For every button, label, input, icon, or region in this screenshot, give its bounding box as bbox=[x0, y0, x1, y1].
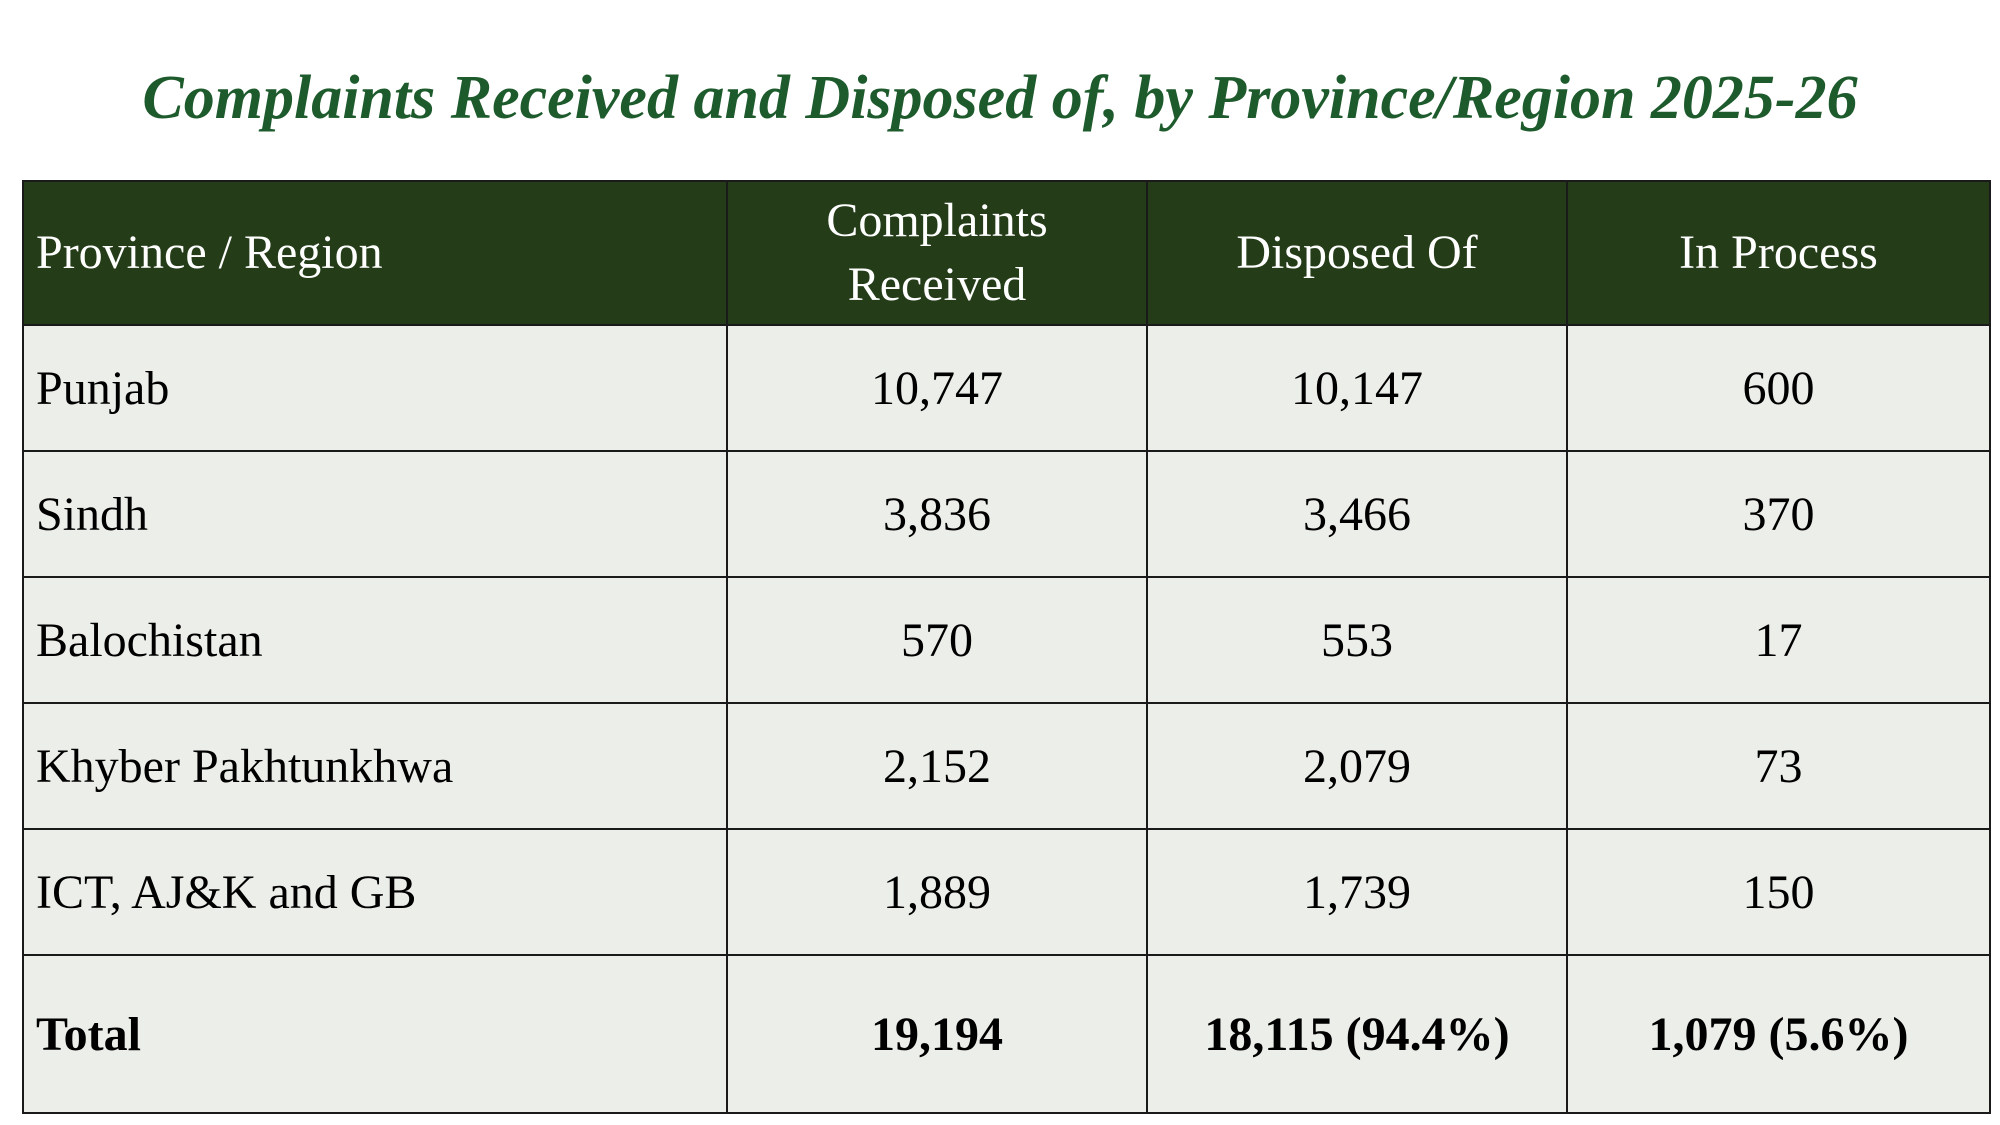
column-header-line: Received bbox=[847, 258, 1027, 311]
cell-disposed: 3,466 bbox=[1146, 450, 1568, 578]
column-header-received: Complaints Received bbox=[726, 180, 1148, 326]
column-header-in-process: In Process bbox=[1566, 180, 1991, 326]
cell-received: 1,889 bbox=[726, 828, 1148, 956]
table-total-row: Total 19,194 18,115 (94.4%) 1,079 (5.6%) bbox=[22, 954, 1991, 1114]
table-row: ICT, AJ&K and GB 1,889 1,739 150 bbox=[22, 828, 1991, 956]
total-disposed: 18,115 (94.4%) bbox=[1146, 954, 1568, 1114]
cell-received: 10,747 bbox=[726, 324, 1148, 452]
cell-in-process: 150 bbox=[1566, 828, 1991, 956]
cell-disposed: 1,739 bbox=[1146, 828, 1568, 956]
table-row: Sindh 3,836 3,466 370 bbox=[22, 450, 1991, 578]
column-header-line: In Process bbox=[1679, 226, 1878, 279]
cell-in-process: 73 bbox=[1566, 702, 1991, 830]
cell-region: Balochistan bbox=[22, 576, 728, 704]
cell-in-process: 370 bbox=[1566, 450, 1991, 578]
cell-region: ICT, AJ&K and GB bbox=[22, 828, 728, 956]
column-header-disposed: Disposed Of bbox=[1146, 180, 1568, 326]
total-received: 19,194 bbox=[726, 954, 1148, 1114]
column-header-line: Disposed Of bbox=[1236, 226, 1478, 279]
column-header-line: Province / Region bbox=[36, 226, 383, 279]
cell-disposed: 10,147 bbox=[1146, 324, 1568, 452]
cell-in-process: 600 bbox=[1566, 324, 1991, 452]
cell-received: 3,836 bbox=[726, 450, 1148, 578]
column-header-region: Province / Region bbox=[22, 180, 728, 326]
cell-region: Punjab bbox=[22, 324, 728, 452]
cell-received: 570 bbox=[726, 576, 1148, 704]
cell-in-process: 17 bbox=[1566, 576, 1991, 704]
total-label: Total bbox=[22, 954, 728, 1114]
table-body: Punjab 10,747 10,147 600 Sindh 3,836 3,466 370 B… bbox=[22, 324, 1991, 956]
table-header-row: Province / Region Complaints Received Di… bbox=[22, 180, 1991, 326]
total-in-process: 1,079 (5.6%) bbox=[1566, 954, 1991, 1114]
column-header-line: Complaints bbox=[826, 194, 1048, 247]
complaints-table: Province / Region Complaints Received Di… bbox=[22, 180, 1991, 1114]
page-title: Complaints Received and Disposed of, by … bbox=[142, 64, 1858, 132]
table-row: Punjab 10,747 10,147 600 bbox=[22, 324, 1991, 452]
cell-disposed: 553 bbox=[1146, 576, 1568, 704]
cell-region: Khyber Pakhtunkhwa bbox=[22, 702, 728, 830]
table-row: Balochistan 570 553 17 bbox=[22, 576, 1991, 704]
cell-disposed: 2,079 bbox=[1146, 702, 1568, 830]
cell-region: Sindh bbox=[22, 450, 728, 578]
table-row: Khyber Pakhtunkhwa 2,152 2,079 73 bbox=[22, 702, 1991, 830]
cell-received: 2,152 bbox=[726, 702, 1148, 830]
